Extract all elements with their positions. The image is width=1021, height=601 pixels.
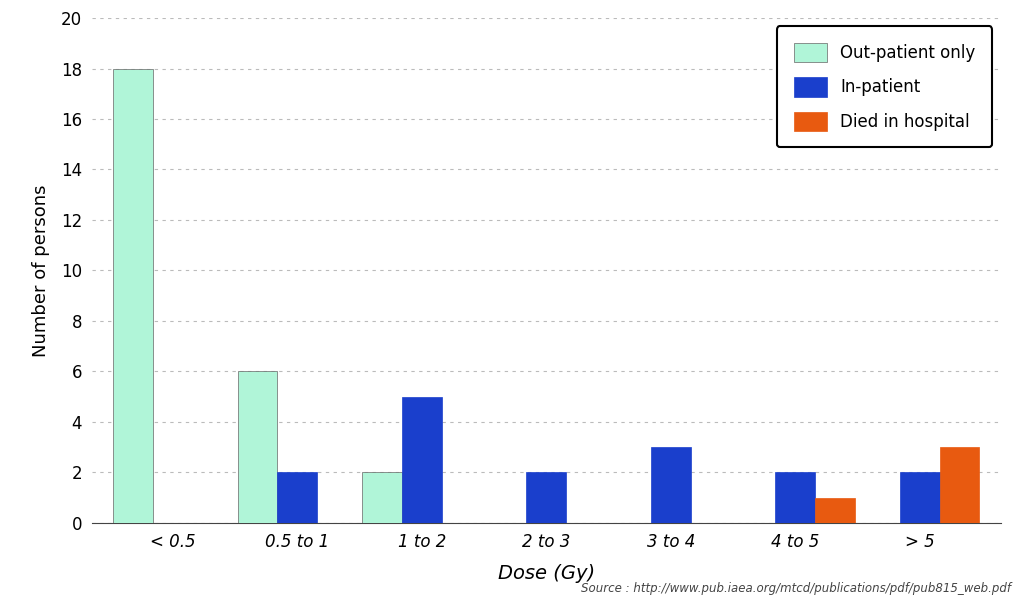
X-axis label: Dose (Gy): Dose (Gy) — [497, 564, 595, 584]
Bar — [815, 498, 855, 523]
Text: Source : http://www.pub.iaea.org/mtcd/publications/pdf/pub815_web.pdf: Source : http://www.pub.iaea.org/mtcd/pu… — [581, 582, 1011, 595]
Bar — [775, 472, 815, 523]
Y-axis label: Number of persons: Number of persons — [32, 184, 50, 357]
Bar — [402, 397, 442, 523]
Bar — [939, 447, 979, 523]
Bar — [526, 472, 567, 523]
Bar — [113, 69, 153, 523]
Bar — [650, 447, 690, 523]
Bar — [278, 472, 318, 523]
Bar — [238, 371, 278, 523]
Bar — [900, 472, 939, 523]
Bar — [362, 472, 402, 523]
Legend: Out-patient only, In-patient, Died in hospital: Out-patient only, In-patient, Died in ho… — [777, 26, 992, 147]
